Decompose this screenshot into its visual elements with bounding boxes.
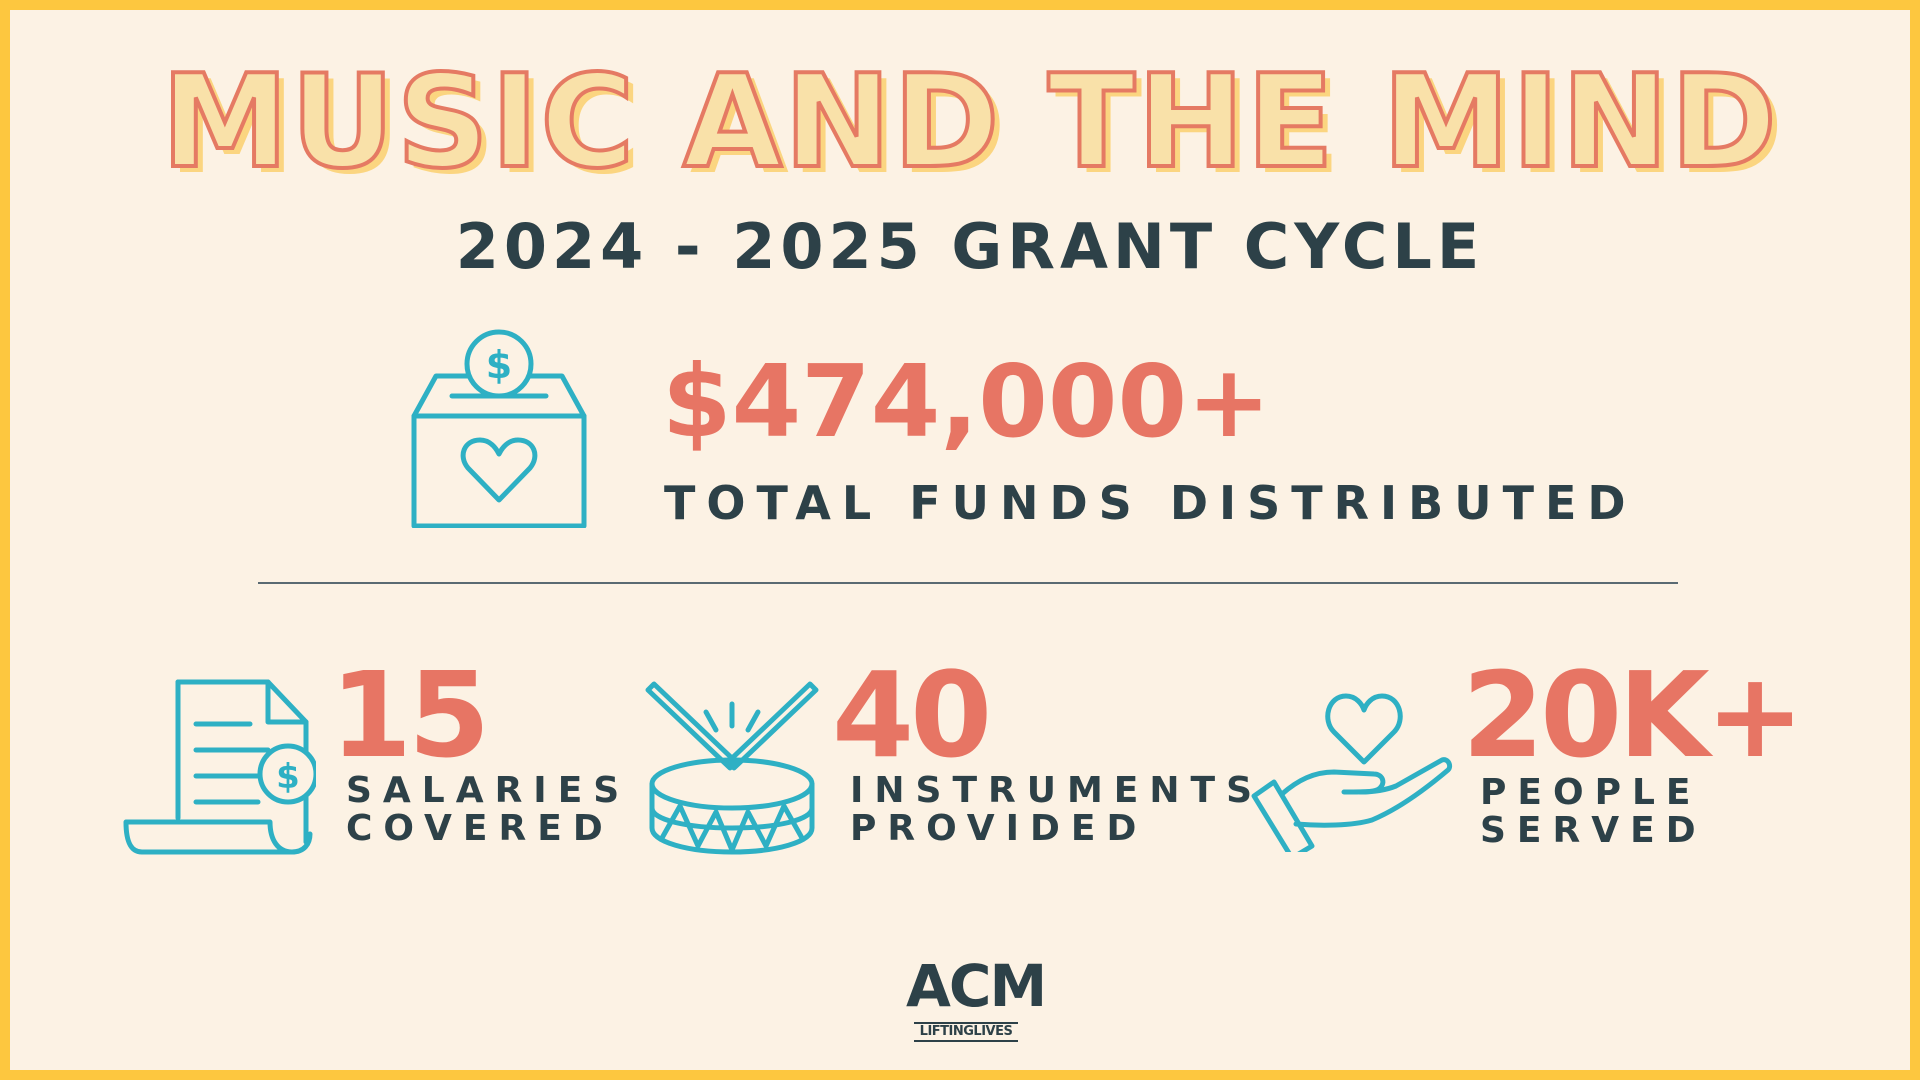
donation-box-icon: $: [406, 328, 592, 528]
people-served-value: 20K+: [1462, 646, 1805, 784]
logo-sub-text: LIFTINGLIVES: [914, 1022, 1018, 1042]
hand-heart-icon: [1248, 676, 1454, 852]
drum-icon: [640, 678, 824, 856]
total-funds-value: $474,000+: [662, 343, 1271, 460]
section-divider: [258, 582, 1678, 584]
acm-lifting-lives-logo: ACM LIFTINGLIVES: [906, 950, 1047, 1060]
instruments-value: 40: [832, 646, 992, 784]
svg-text:$: $: [276, 757, 300, 797]
page-subtitle: 2024 - 2025 GRANT CYCLE: [455, 210, 1485, 283]
instruments-label-line1: INSTRUMENTS: [850, 770, 1263, 811]
instruments-label-line2: PROVIDED: [850, 808, 1148, 849]
total-funds-label: TOTAL FUNDS DISTRIBUTED: [664, 476, 1637, 530]
salaries-label-line1: SALARIES: [346, 770, 631, 811]
salaries-value: 15: [330, 646, 490, 784]
people-served-label-line1: PEOPLE: [1480, 772, 1702, 813]
logo-main-text: ACM: [906, 952, 1047, 1020]
invoice-dollar-icon: $: [120, 674, 316, 858]
page-title: MUSIC AND THE MIND: [159, 46, 1779, 199]
people-served-label-line2: SERVED: [1480, 810, 1707, 851]
salaries-label-line2: COVERED: [346, 808, 614, 849]
svg-text:$: $: [486, 343, 512, 387]
